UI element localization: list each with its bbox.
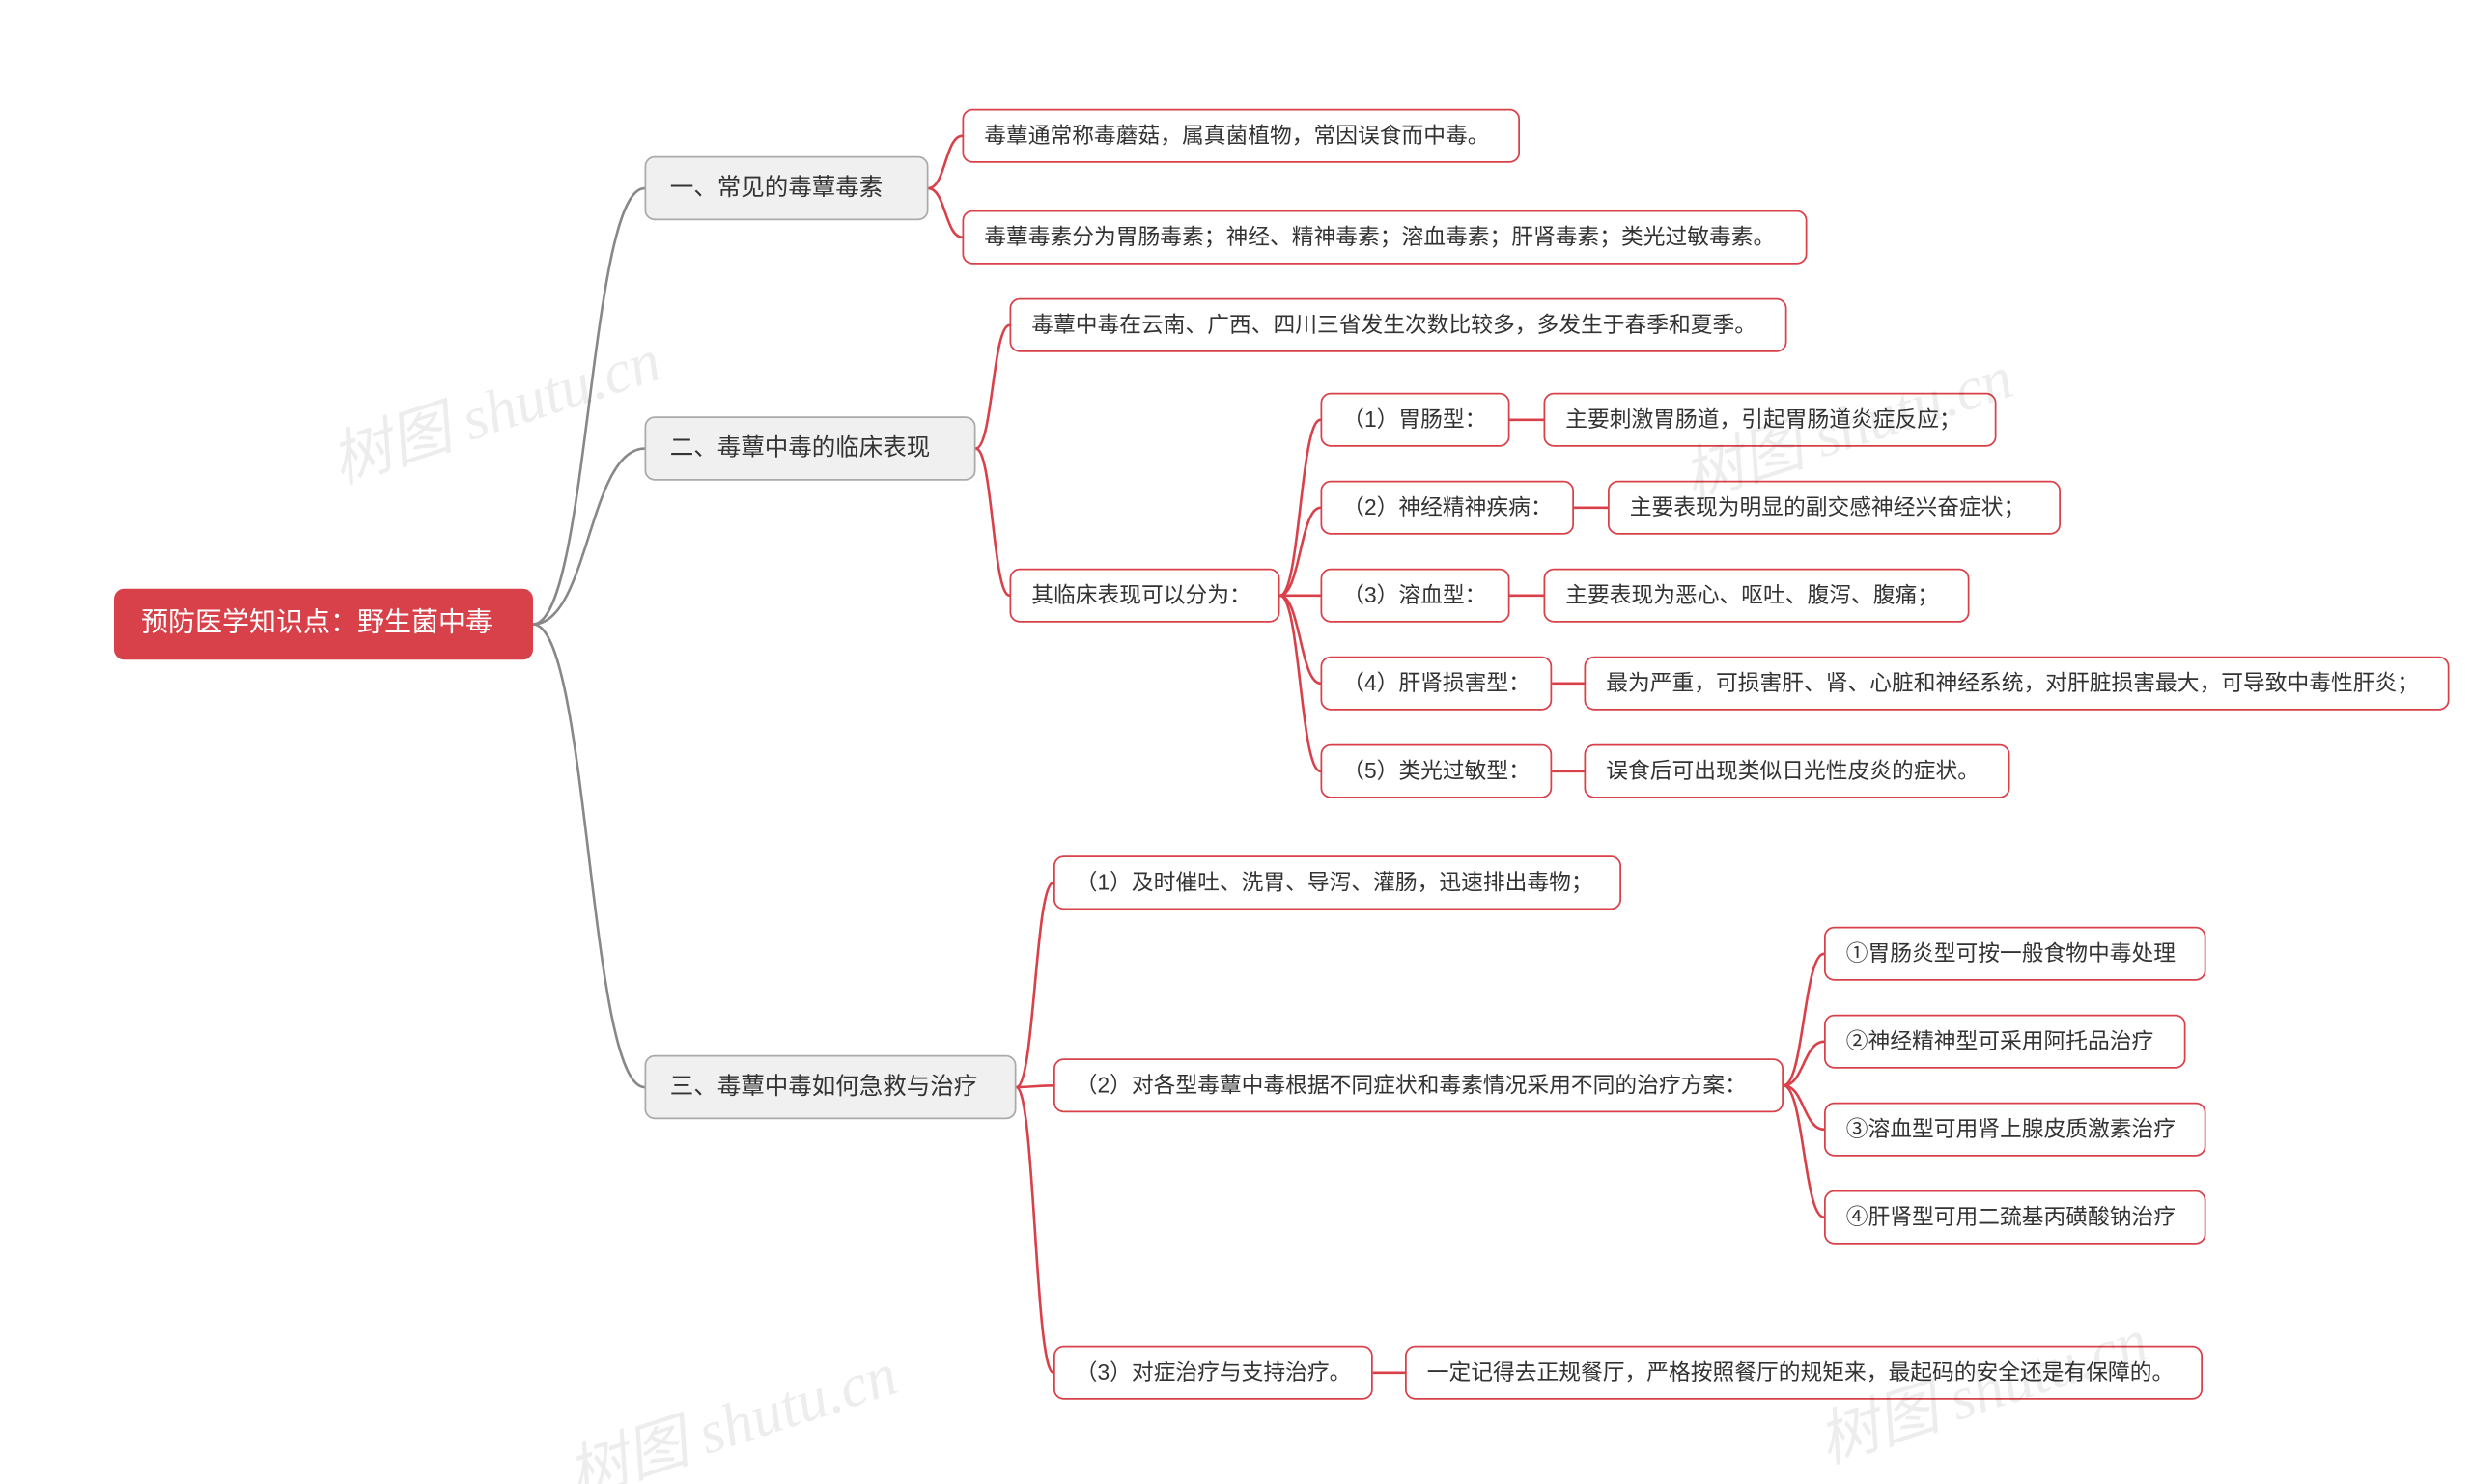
leaf-node[interactable]: 一定记得去正规餐厅，严格按照餐厅的规矩来，最起码的安全还是有保障的。 bbox=[1405, 1345, 2203, 1399]
leaf-node[interactable]: 主要刺激胃肠道，引起胃肠道炎症反应； bbox=[1544, 392, 1997, 446]
leaf-node[interactable]: 毒蕈中毒在云南、广西、四川三省发生次数比较多，多发生于春季和夏季。 bbox=[1010, 297, 1787, 351]
leaf-node[interactable]: 主要表现为明显的副交感神经兴奋症状； bbox=[1608, 480, 2061, 534]
leaf-node[interactable]: ②神经精神型可采用阿托品治疗 bbox=[1824, 1014, 2186, 1068]
branch-node[interactable]: 三、毒蕈中毒如何急救与治疗 bbox=[645, 1054, 1017, 1118]
watermark: 树图 shutu.cn bbox=[319, 311, 670, 500]
leaf-node[interactable]: 毒蕈毒素分为胃肠毒素；神经、精神毒素；溶血毒素；肝肾毒素；类光过敏毒素。 bbox=[963, 210, 1808, 264]
leaf-node[interactable]: 误食后可出现类似日光性皮炎的症状。 bbox=[1585, 743, 2010, 798]
leaf-node[interactable]: （5）类光过敏型： bbox=[1321, 743, 1553, 798]
leaf-node[interactable]: （2）对各型毒蕈中毒根据不同症状和毒素情况采用不同的治疗方案： bbox=[1053, 1058, 1784, 1112]
mindmap-inner: 预防医学知识点：野生菌中毒 一、常见的毒蕈毒素毒蕈通常称毒蘑菇，属真菌植物，常因误… bbox=[19, 7, 2453, 1477]
watermark: 树图 shutu.cn bbox=[555, 1325, 907, 1484]
root-node[interactable]: 预防医学知识点：野生菌中毒 bbox=[114, 588, 533, 659]
leaf-node[interactable]: （1）及时催吐、洗胃、导泻、灌肠，迅速排出毒物； bbox=[1053, 855, 1621, 910]
mindmap-canvas: 预防医学知识点：野生菌中毒 一、常见的毒蕈毒素毒蕈通常称毒蘑菇，属真菌植物，常因误… bbox=[0, 0, 2472, 1484]
leaf-node[interactable]: （1）胃肠型： bbox=[1321, 392, 1510, 446]
leaf-node[interactable]: 毒蕈通常称毒蘑菇，属真菌植物，常因误食而中毒。 bbox=[963, 108, 1521, 162]
leaf-node[interactable]: 主要表现为恶心、呕吐、腹泻、腹痛； bbox=[1544, 568, 1970, 622]
leaf-node[interactable]: （4）肝肾损害型： bbox=[1321, 656, 1553, 710]
leaf-node[interactable]: 其临床表现可以分为： bbox=[1010, 568, 1280, 622]
leaf-node[interactable]: 最为严重，可损害肝、肾、心脏和神经系统，对肝脏损害最大，可导致中毒性肝炎； bbox=[1585, 656, 2450, 710]
leaf-node[interactable]: （3）溶血型： bbox=[1321, 568, 1510, 622]
leaf-node[interactable]: ③溶血型可用肾上腺皮质激素治疗 bbox=[1824, 1102, 2206, 1156]
branch-node[interactable]: 一、常见的毒蕈毒素 bbox=[645, 155, 929, 219]
leaf-node[interactable]: ①胃肠炎型可按一般食物中毒处理 bbox=[1824, 926, 2206, 980]
leaf-node[interactable]: （2）神经精神疾病： bbox=[1321, 480, 1575, 534]
leaf-node[interactable]: （3）对症治疗与支持治疗。 bbox=[1053, 1345, 1373, 1399]
leaf-node[interactable]: ④肝肾型可用二巯基丙磺酸钠治疗 bbox=[1824, 1190, 2206, 1244]
branch-node[interactable]: 二、毒蕈中毒的临床表现 bbox=[645, 416, 976, 480]
